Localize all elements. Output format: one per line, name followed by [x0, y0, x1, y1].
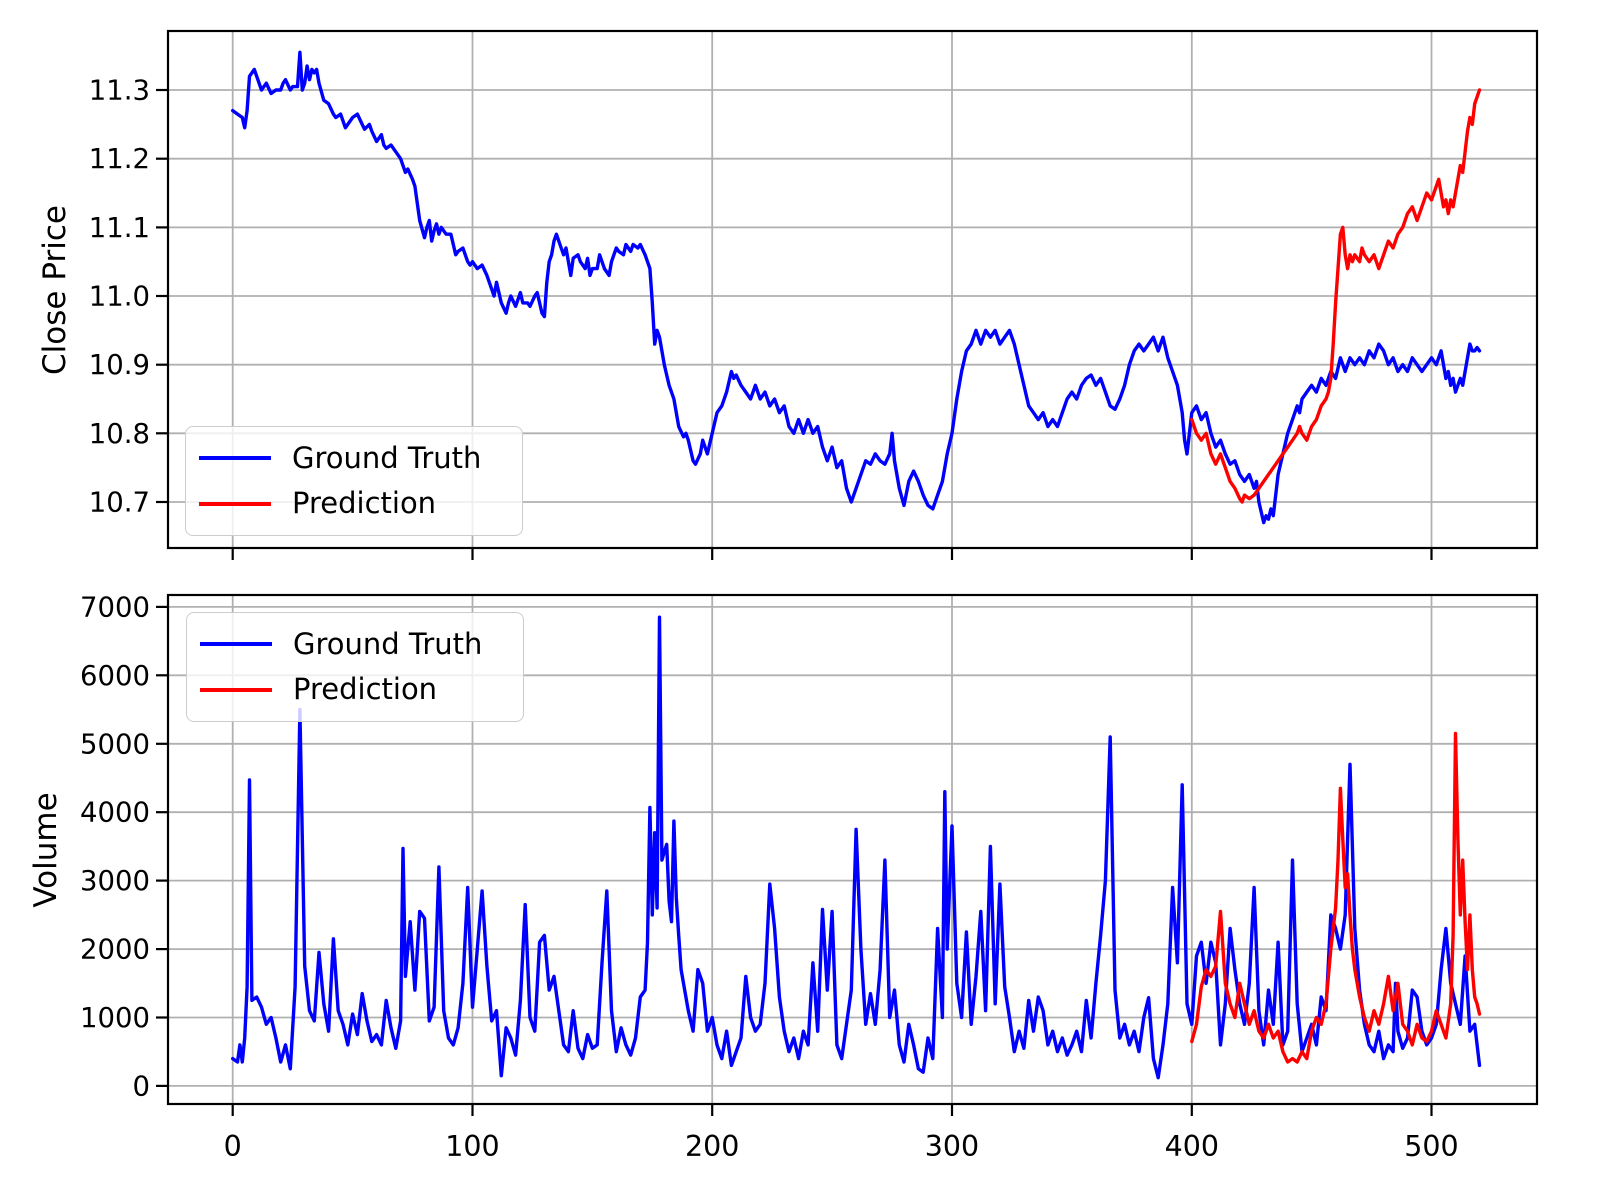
axes-frame [166, 593, 1539, 1106]
y-tick-label: 11.3 [89, 75, 150, 107]
prediction-line-swatch [200, 687, 272, 693]
x-tick-label: 400 [1165, 1130, 1219, 1163]
y-tick-label: 0 [133, 1070, 151, 1102]
ground-truth-legend-label: Ground Truth [292, 440, 482, 475]
x-tick-label: 300 [925, 1130, 979, 1163]
y-tick-label: 3000 [80, 865, 150, 897]
y-tick-label: 10.9 [89, 349, 150, 381]
y-tick-label: 11.2 [89, 143, 150, 175]
volume-legend: Ground Truth Prediction [186, 612, 524, 722]
axes-frame [166, 29, 1539, 550]
y-tick-label: 10.7 [89, 487, 150, 519]
y-tick-label: 11.0 [89, 281, 150, 313]
ground-truth-line-swatch [200, 641, 272, 647]
y-tick-label: 10.8 [89, 418, 150, 450]
series-prediction-line [1190, 88, 1482, 504]
prediction-line-swatch [199, 501, 271, 507]
prediction-legend-label: Prediction [293, 672, 438, 707]
ground-truth-legend-label: Ground Truth [293, 626, 483, 661]
ground-truth-line-swatch [199, 455, 271, 461]
y-tick-label: 5000 [80, 728, 150, 760]
x-tick-label: 200 [685, 1130, 739, 1163]
x-tick-label: 0 [224, 1130, 242, 1163]
y-tick-label: 6000 [80, 660, 150, 692]
y-tick-label: 2000 [80, 934, 150, 966]
y-tick-label: 4000 [80, 797, 150, 829]
price-legend: Ground Truth Prediction [185, 426, 523, 536]
y-tick-label: 11.1 [89, 212, 150, 244]
price-y-axis-label: Close Price [37, 205, 73, 375]
legend-item-prediction: Prediction [187, 675, 523, 704]
x-tick-label: 500 [1404, 1130, 1458, 1163]
x-tick-label: 100 [445, 1130, 499, 1163]
series-ground-truth-line [231, 50, 1482, 525]
legend-item-prediction: Prediction [186, 489, 522, 518]
y-tick-label: 7000 [80, 591, 150, 623]
legend-item-ground-truth: Ground Truth [186, 440, 522, 475]
volume-y-axis-label: Volume [28, 792, 64, 908]
y-tick-label: 1000 [80, 1002, 150, 1034]
series-prediction-line [1190, 731, 1482, 1064]
prediction-legend-label: Prediction [292, 486, 437, 521]
series-ground-truth-line [231, 615, 1482, 1080]
legend-item-ground-truth: Ground Truth [187, 626, 523, 661]
